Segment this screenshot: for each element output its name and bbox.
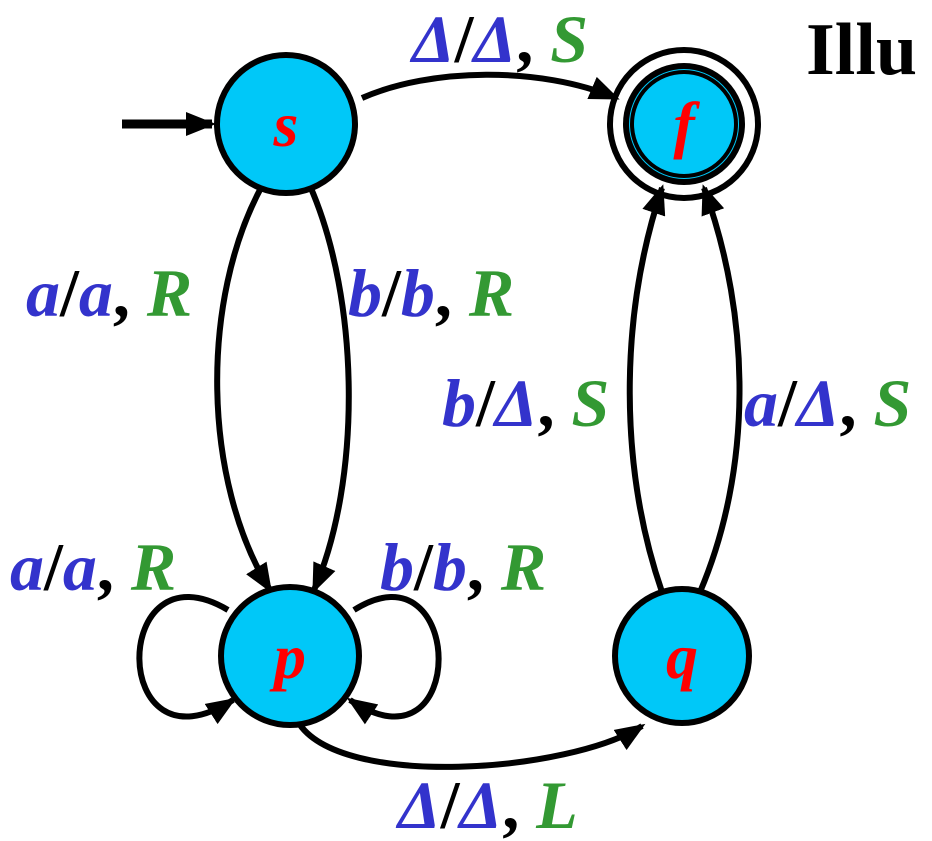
label-q-to-f-b-read: b bbox=[442, 365, 476, 441]
label-p-loop-a-read: a bbox=[10, 529, 44, 605]
label-q-to-f-b-write: Δ bbox=[492, 365, 538, 441]
edge-s-to-p-a bbox=[214, 184, 273, 594]
state-q-label: q bbox=[666, 621, 698, 692]
label-p-to-q-move: L bbox=[535, 767, 578, 841]
label-q-to-f-a: a/Δ, S bbox=[744, 365, 911, 441]
state-q: q bbox=[612, 586, 752, 726]
label-s-to-p-b: b/b, R bbox=[348, 255, 514, 331]
state-f-inner-ring bbox=[630, 70, 738, 178]
edge-q-to-f-b bbox=[626, 184, 666, 593]
label-p-loop-b-move: R bbox=[500, 529, 546, 605]
label-s-to-p-b-write: b bbox=[401, 255, 435, 331]
label-s-to-f-read: Δ bbox=[409, 1, 455, 77]
label-q-to-f-a-read: a bbox=[744, 365, 778, 441]
slide-title: Illu bbox=[806, 9, 917, 91]
label-s-to-p-a: a/a, R bbox=[26, 255, 192, 331]
edge-s-to-p-b bbox=[307, 184, 352, 594]
edge-s-to-f bbox=[360, 71, 620, 101]
label-p-loop-b-read: b bbox=[380, 529, 414, 605]
edge-p-to-q bbox=[295, 720, 646, 770]
label-s-to-f-move: S bbox=[550, 1, 588, 77]
label-s-to-f: Δ/Δ, S bbox=[409, 1, 588, 77]
label-p-loop-a-write: a bbox=[63, 529, 97, 605]
label-p-loop-b-write: b bbox=[433, 529, 467, 605]
label-s-to-p-a-move: R bbox=[146, 255, 192, 331]
label-s-to-f-write: Δ bbox=[471, 1, 517, 77]
state-q-circle bbox=[612, 586, 752, 726]
label-p-to-q-write: Δ bbox=[457, 767, 503, 841]
label-q-to-f-b: b/Δ, S bbox=[442, 365, 609, 441]
label-s-to-p-a-write: a bbox=[79, 255, 113, 331]
label-p-loop-a: a/a, R bbox=[10, 529, 176, 605]
state-p-circle bbox=[218, 584, 362, 728]
edge-p-loop-a bbox=[136, 594, 237, 725]
state-f: f bbox=[607, 47, 761, 201]
state-p-label: p bbox=[269, 621, 306, 692]
edge-p-loop-b bbox=[346, 594, 442, 725]
label-p-loop-b: b/b, R bbox=[380, 529, 546, 605]
state-f-outer-ring bbox=[607, 47, 761, 201]
state-p: p bbox=[218, 584, 362, 728]
label-q-to-f-a-move: S bbox=[874, 365, 912, 441]
state-s: s bbox=[214, 52, 358, 196]
label-s-to-p-a-read: a bbox=[26, 255, 60, 331]
edge-q-to-f-a bbox=[697, 184, 743, 594]
label-s-to-p-b-read: b bbox=[348, 255, 382, 331]
label-q-to-f-b-move: S bbox=[572, 365, 610, 441]
label-s-to-p-b-move: R bbox=[468, 255, 514, 331]
label-p-loop-a-move: R bbox=[130, 529, 176, 605]
label-q-to-f-a-write: Δ bbox=[794, 365, 840, 441]
label-p-to-q: Δ/Δ, L bbox=[395, 767, 578, 841]
label-p-to-q-read: Δ bbox=[395, 767, 441, 841]
state-s-circle bbox=[214, 52, 358, 196]
state-f-circle bbox=[623, 63, 745, 185]
state-s-label: s bbox=[273, 89, 299, 160]
